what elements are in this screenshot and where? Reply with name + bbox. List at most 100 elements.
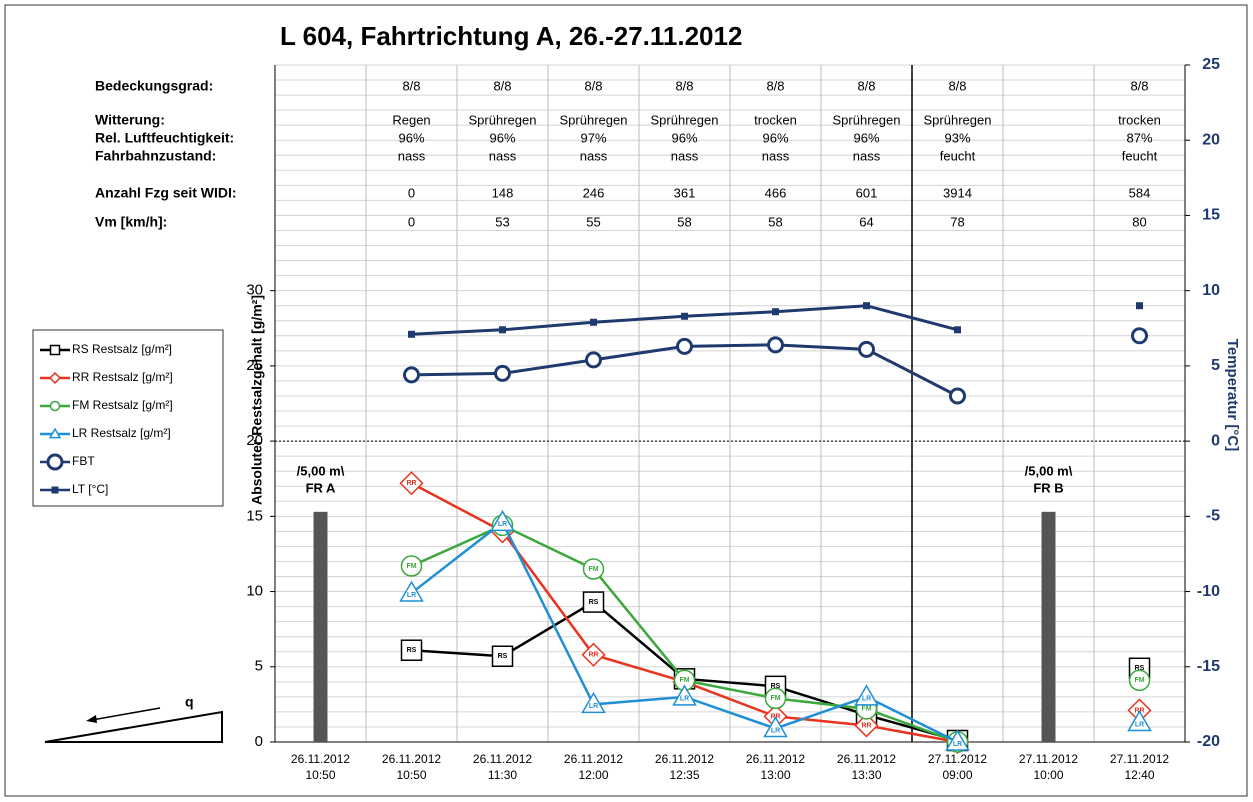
y-tick-label: 30 xyxy=(246,282,263,299)
x-tick-label: 27.11.2012 xyxy=(1110,752,1169,766)
marker xyxy=(681,312,688,320)
table-cell: 148 xyxy=(492,185,514,200)
arrow-head xyxy=(86,715,97,723)
marker: RS xyxy=(491,645,514,667)
legend-label: FBT xyxy=(72,454,95,468)
marker xyxy=(49,400,61,412)
marker xyxy=(408,330,415,338)
x-tick-label: 13:30 xyxy=(851,768,881,782)
marker: LR xyxy=(763,715,788,738)
table-cell: 8/8 xyxy=(1130,78,1148,93)
table-cell: 0 xyxy=(408,185,415,200)
marker-shape xyxy=(767,336,784,354)
x-tick-label: 26.11.2012 xyxy=(746,752,805,766)
marker xyxy=(949,387,966,405)
marker-label: FM xyxy=(588,566,598,573)
bar xyxy=(1041,511,1056,742)
marker: FM xyxy=(400,555,423,577)
x-tick-label: 12:35 xyxy=(669,768,699,782)
marker-shape xyxy=(46,453,64,471)
legend-label: FM Restsalz [g/m²] xyxy=(72,398,173,412)
x-tick-label: 12:40 xyxy=(1124,768,1154,782)
marker-label: RR xyxy=(406,480,416,487)
y-tick-label: 10 xyxy=(246,583,263,600)
x-tick-label: 12:00 xyxy=(578,768,608,782)
table-cell: 466 xyxy=(765,185,787,200)
marker-label: LR xyxy=(862,696,871,703)
marker: FM xyxy=(582,558,605,580)
marker-shape xyxy=(403,366,420,384)
x-tick-label: 26.11.2012 xyxy=(291,752,350,766)
table-cell: 584 xyxy=(1129,185,1151,200)
marker-shape xyxy=(494,364,511,382)
legend-label: RR Restsalz [g/m²] xyxy=(72,370,173,384)
y2-tick-label: 10 xyxy=(1202,282,1220,299)
table-cell: 601 xyxy=(856,185,878,200)
marker xyxy=(772,308,779,316)
table-cell: Sprühregen xyxy=(560,112,628,127)
marker-shape xyxy=(863,302,870,310)
marker-shape xyxy=(490,509,515,532)
table-cell: 96% xyxy=(489,130,515,145)
x-tick-label: 26.11.2012 xyxy=(564,752,623,766)
table-cell: 8/8 xyxy=(402,78,420,93)
table-cell: 8/8 xyxy=(675,78,693,93)
marker-shape xyxy=(1128,669,1151,692)
x-tick-label: 13:00 xyxy=(760,768,790,782)
table-cell: nass xyxy=(762,148,790,163)
marker-shape xyxy=(954,326,961,334)
marker-shape xyxy=(676,337,693,355)
arrow xyxy=(91,707,161,721)
marker xyxy=(49,344,61,356)
marker: RS xyxy=(400,639,423,661)
marker-label: FM xyxy=(1134,677,1144,684)
marker xyxy=(585,351,602,369)
bar-label: /5,00 m\ xyxy=(1025,463,1073,478)
marker xyxy=(858,340,875,358)
row-label: Fahrbahnzustand: xyxy=(95,148,216,164)
marker-shape xyxy=(854,684,879,706)
table-cell: feucht xyxy=(1122,148,1158,163)
marker-shape xyxy=(764,687,787,710)
marker: RS xyxy=(582,591,605,613)
marker-label: FM xyxy=(770,695,780,702)
marker-shape xyxy=(49,344,61,356)
y2-tick-label: -10 xyxy=(1197,583,1220,600)
table-cell: 64 xyxy=(859,214,873,229)
table-cell: 3914 xyxy=(943,185,972,200)
marker: RR xyxy=(854,713,879,738)
x-tick-label: 26.11.2012 xyxy=(382,752,441,766)
row-label: Vm [km/h]: xyxy=(95,214,167,230)
table-cell: 8/8 xyxy=(766,78,784,93)
marker-shape xyxy=(949,387,966,405)
marker-shape xyxy=(763,715,788,738)
bar xyxy=(313,511,328,742)
marker xyxy=(676,337,693,355)
marker: LR xyxy=(581,691,606,714)
marker-shape xyxy=(48,371,62,385)
marker-shape xyxy=(399,580,424,602)
slope-diagram: q xyxy=(44,694,223,743)
table-cell: Sprühregen xyxy=(924,112,992,127)
marker: LR xyxy=(945,729,970,751)
y-tick-label: 20 xyxy=(246,432,263,449)
marker-shape xyxy=(772,308,779,316)
chart-title: L 604, Fahrtrichtung A, 26.-27.11.2012 xyxy=(280,21,742,51)
table-cell: 80 xyxy=(1132,214,1146,229)
x-tick-label: 10:00 xyxy=(1033,768,1063,782)
table-cell: 246 xyxy=(583,185,605,200)
marker-label: LR xyxy=(407,592,416,599)
marker-label: LR xyxy=(498,521,507,528)
x-tick-label: 10:50 xyxy=(396,768,426,782)
marker-shape xyxy=(582,558,605,580)
marker-shape xyxy=(581,691,606,714)
table-cell: 8/8 xyxy=(948,78,966,93)
y-tick-label: 25 xyxy=(246,357,263,374)
marker-shape xyxy=(582,591,605,613)
table-cell: 53 xyxy=(495,214,509,229)
marker xyxy=(48,371,62,385)
table-cell: 96% xyxy=(398,130,424,145)
marker-label: FM xyxy=(679,677,689,684)
bar-label: FR A xyxy=(306,480,336,495)
marker-label: FM xyxy=(406,563,416,570)
